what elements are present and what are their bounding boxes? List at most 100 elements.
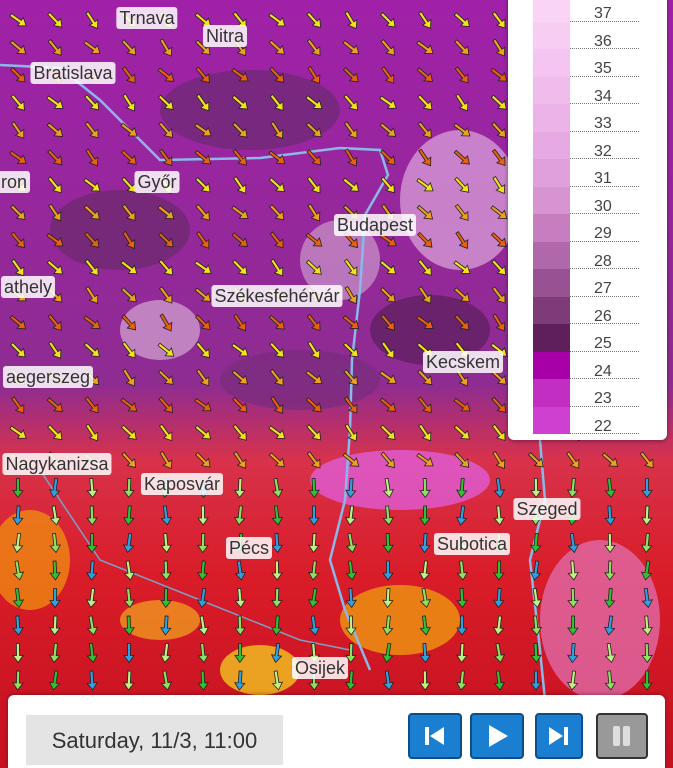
wind-arrow [305,95,323,110]
next-button[interactable] [535,713,583,759]
wind-arrow [123,643,135,664]
wind-arrow [342,67,359,83]
wind-arrow [83,315,101,329]
legend-value: 36 [594,32,612,50]
wind-arrow [601,452,619,468]
legend-swatch [533,296,570,325]
legend-dots [570,433,639,434]
wind-arrow [530,615,543,636]
city-label: Nagykanizsa [2,453,112,475]
wind-arrow [342,452,360,467]
wind-arrow [157,232,174,248]
play-button[interactable] [470,713,524,759]
wind-arrow [419,505,431,526]
wind-arrow [379,260,397,275]
city-label: Osijek [291,657,349,679]
wind-arrow [566,451,580,469]
wind-arrow [231,232,249,248]
wind-arrow [11,121,25,139]
wind-arrow [342,40,360,55]
legend-row: 37 [508,0,667,23]
wind-arrow [345,587,357,609]
wind-arrow [380,39,395,56]
wind-arrow [157,205,175,220]
wind-arrow [307,203,321,222]
wind-arrow [47,176,62,194]
wind-arrow [604,477,617,499]
wind-arrow [231,94,249,110]
wind-arrow [121,451,137,468]
legend-value: 33 [594,115,612,132]
wind-arrow [121,341,136,359]
legend-row: 31 [508,159,667,188]
wind-arrow [640,560,653,581]
wind-arrow [493,642,506,664]
wind-arrow [194,260,212,274]
wind-arrow [86,505,98,526]
wind-arrow [49,588,61,609]
legend-value: 32 [594,142,612,160]
wind-arrow [305,370,323,385]
wind-arrow [84,258,99,276]
wind-arrow [639,451,654,469]
previous-button[interactable] [408,713,462,759]
wind-arrow [11,258,25,277]
wind-arrow [49,532,62,554]
city-label: Kaposvár [140,473,224,495]
wind-arrow [268,425,286,439]
wind-arrow [343,396,358,414]
wind-arrow [419,642,431,664]
wind-arrow [641,615,653,636]
wind-arrow [84,231,100,248]
city-label: athely [0,276,56,298]
wind-arrow [271,477,284,499]
wind-arrow [159,642,172,664]
wind-arrow [158,286,173,304]
wind-arrow [492,451,506,470]
wind-arrow [416,40,434,54]
city-label: Trnava [116,7,178,29]
legend-dots [570,378,639,379]
wind-arrow [157,342,175,357]
wind-arrow [491,286,506,304]
wind-arrow [270,396,284,414]
wind-arrow [120,287,137,303]
legend-swatch [533,269,570,298]
wind-arrow [530,478,542,499]
wind-arrow [455,670,468,691]
wind-arrow [417,369,433,386]
legend-dots [570,158,639,159]
legend-swatch [533,49,570,78]
legend-swatch [533,324,570,353]
wind-arrow [490,369,507,385]
wind-arrow [234,560,247,581]
wind-arrow [453,12,470,28]
wind-arrow [47,149,63,166]
wind-arrow [306,11,322,28]
wind-arrow [49,505,62,526]
wind-arrow [416,452,434,467]
wind-arrow [456,477,468,499]
wind-arrow [455,505,468,526]
legend-value: 26 [594,307,612,325]
wind-arrow [195,452,211,468]
wind-arrow [268,177,285,193]
pause-button[interactable] [596,713,648,759]
legend-dots [570,213,639,214]
wind-arrow [269,368,284,386]
wind-arrow [453,122,471,137]
wind-arrow [268,150,286,164]
wind-arrow [604,505,616,526]
wind-arrow [345,560,358,581]
date-label: Saturday, 11/3, 11:00 [26,715,283,765]
wind-arrow [160,670,173,691]
wind-arrow [344,10,358,30]
wind-arrow [123,478,135,499]
wind-arrow [382,560,394,581]
wind-arrow [491,396,507,413]
wind-arrow [491,11,506,29]
wind-arrow [379,397,397,412]
legend-value: 29 [594,225,612,242]
wind-arrow [342,177,360,192]
